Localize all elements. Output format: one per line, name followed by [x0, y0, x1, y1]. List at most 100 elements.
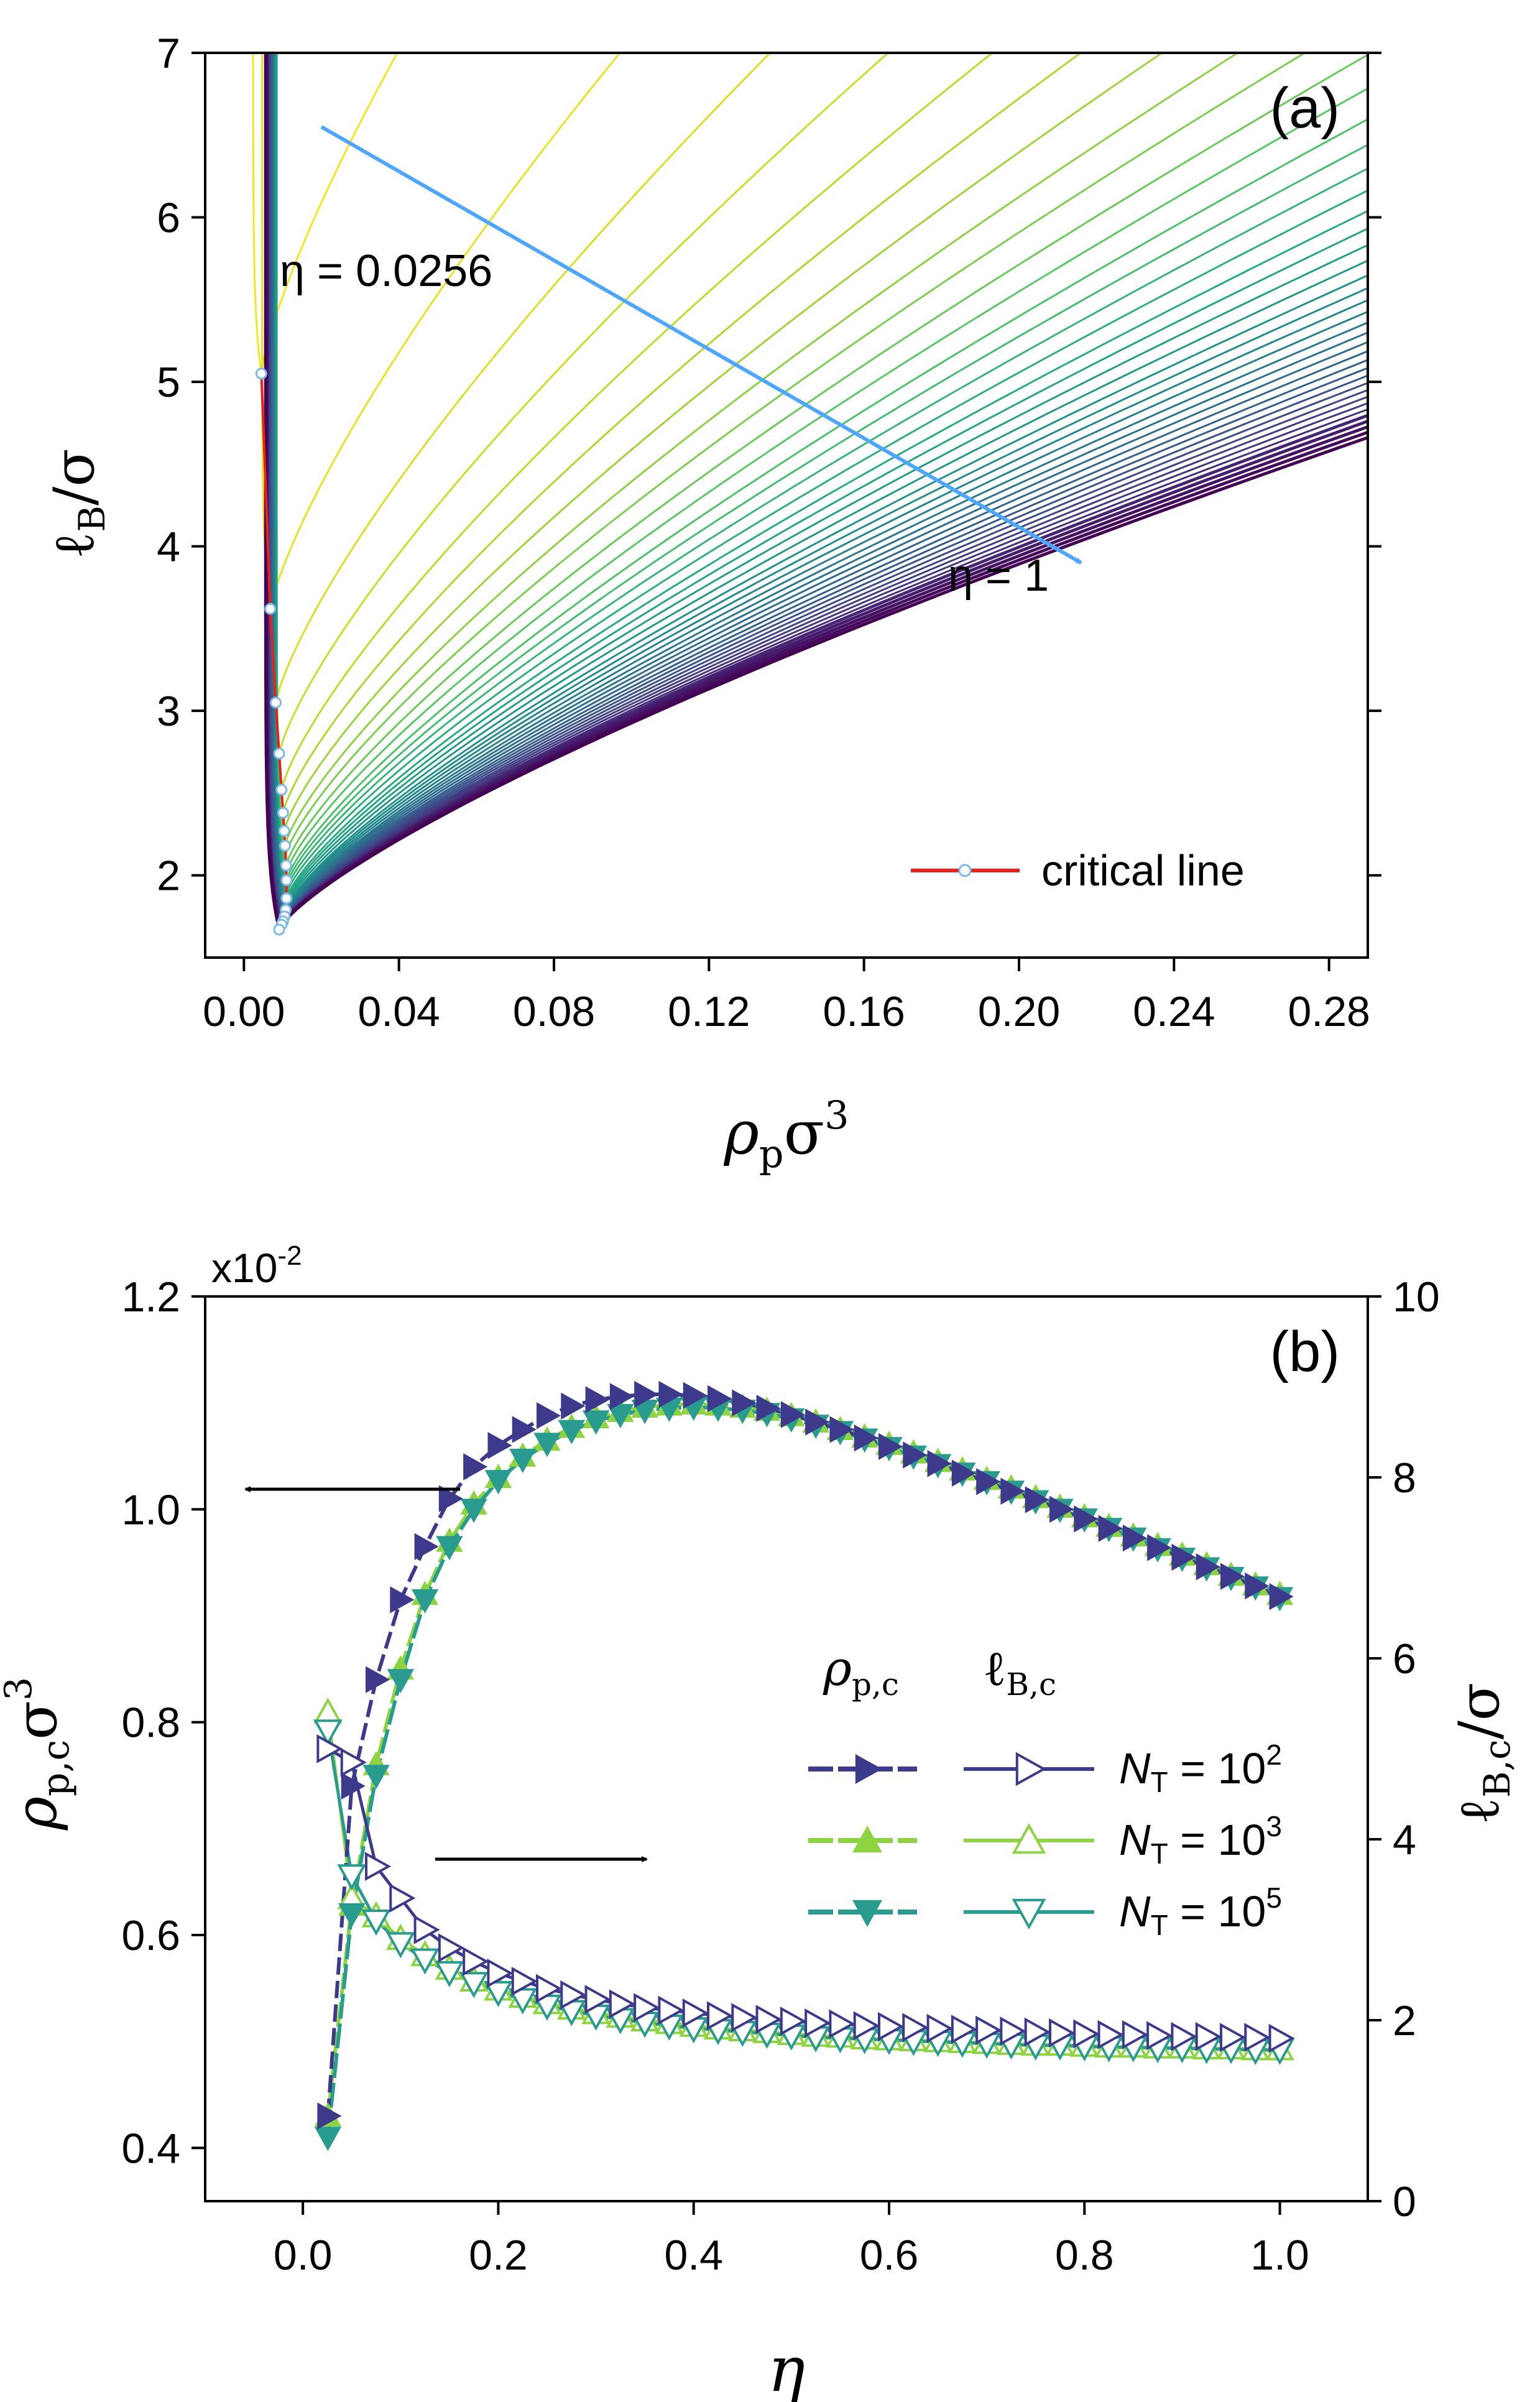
eta-curve	[272, 53, 1368, 919]
eta-curve	[275, 53, 1368, 899]
panel-a: 0.00 0.04 0.08 0.12 0.16 0.20 0.24 0.28 2 3 4 5 6 7 (…	[42, 30, 1381, 1176]
eta-curve	[261, 53, 621, 611]
plot-frame-a	[204, 52, 1369, 959]
plot-frame-b	[204, 1295, 1369, 2202]
y-tick-label-a: 5	[157, 359, 180, 406]
lb-point	[340, 1747, 367, 1777]
rho-point	[854, 1424, 878, 1452]
lb-point	[1049, 2018, 1076, 2048]
lb-point	[1220, 2023, 1247, 2053]
rho-point	[1196, 1553, 1220, 1581]
lb-point	[731, 2003, 758, 2033]
rho-point	[460, 1499, 487, 1523]
rho-point	[756, 1395, 781, 1422]
legend-rho-marker	[852, 1900, 882, 1927]
lb-point	[337, 1864, 367, 1891]
y-tick-label-left-b: 1.0	[121, 1486, 180, 1533]
legend-critical-line-label: critical line	[1041, 846, 1245, 895]
lb-point	[1073, 2019, 1100, 2049]
eta-end-label: η = 1	[948, 551, 1049, 601]
lb-point	[805, 2008, 831, 2038]
rho-point	[463, 1453, 488, 1480]
rho-point	[411, 1589, 439, 1614]
x-tick-label-a: 0.28	[1288, 988, 1370, 1035]
panel-label-b: (b)	[1270, 1320, 1340, 1383]
rho-point	[387, 1669, 414, 1694]
critical-point	[275, 783, 288, 796]
lb-point	[755, 2005, 782, 2034]
rho-point	[903, 1441, 928, 1469]
lb-point	[658, 1995, 685, 2025]
rho-point	[1025, 1486, 1049, 1513]
eta-curve	[264, 53, 1368, 935]
rho-point	[708, 1385, 732, 1413]
rho-point	[436, 1536, 463, 1561]
x-tick-label-a: 0.08	[513, 988, 595, 1035]
lb-point	[316, 1734, 343, 1763]
x-tick-label-b: 0.4	[664, 2232, 723, 2279]
lb-point	[926, 2013, 953, 2043]
y-tick-label-right-b: 6	[1393, 1635, 1416, 1683]
lb-point	[902, 2013, 929, 2043]
panel-label-a: (a)	[1270, 76, 1340, 140]
series-markers-b	[313, 1380, 1295, 2151]
scale-label: x10-2	[211, 1240, 302, 1291]
eta-curve	[273, 53, 1082, 814]
x-axis-title-b: η	[768, 2333, 805, 2402]
eta-curve	[275, 53, 1240, 846]
rho-point	[558, 1420, 585, 1444]
rho-point	[1122, 1524, 1147, 1552]
rho-point	[487, 1431, 512, 1459]
critical-point	[280, 874, 293, 887]
rho-point	[607, 1404, 634, 1429]
y-tick-label-right-b: 8	[1393, 1454, 1416, 1502]
critical-point	[273, 747, 285, 760]
lb-point	[707, 2001, 734, 2031]
lb-point	[484, 1980, 513, 2008]
rho-point	[585, 1386, 610, 1413]
lb-point	[1195, 2021, 1222, 2051]
legend-label-nt-1000: NT = 103	[1119, 1810, 1282, 1870]
y-tick-label-left-b: 1.2	[121, 1273, 180, 1321]
lb-point	[829, 2009, 855, 2039]
rho-point	[1245, 1572, 1270, 1600]
y-tick-label-a: 4	[157, 524, 180, 571]
critical-point	[280, 859, 292, 872]
lb-point	[682, 1998, 709, 2028]
rho-point	[366, 1666, 390, 1693]
rho-point	[509, 1448, 537, 1473]
lb-point	[459, 1972, 489, 1998]
rho-point	[512, 1416, 537, 1443]
lb-point	[780, 2007, 806, 2036]
rho-point	[537, 1402, 561, 1430]
rho-line	[326, 1405, 1281, 2138]
rho-point	[1074, 1505, 1099, 1533]
y-tick-label-right-b: 10	[1393, 1273, 1440, 1321]
lb-point	[584, 1985, 611, 2014]
rho-point	[658, 1380, 683, 1408]
eta-direction-arrow	[320, 125, 1082, 565]
rho-point	[1000, 1477, 1025, 1505]
x-tick-label-a: 0.12	[668, 988, 750, 1035]
lb-point	[313, 1698, 343, 1724]
lb-point	[878, 2012, 905, 2041]
rho-point	[1220, 1563, 1245, 1590]
critical-point	[269, 696, 282, 709]
rho-point	[1049, 1495, 1074, 1523]
rho-point	[780, 1401, 805, 1428]
critical-point	[279, 839, 291, 852]
x-tick-label-a: 0.00	[203, 988, 285, 1035]
legend-rows	[808, 1752, 1094, 1930]
y-tick-label-left-b: 0.8	[121, 1699, 180, 1747]
y-tick-label-right-b: 0	[1393, 2178, 1416, 2225]
legend-rho-marker	[852, 1826, 882, 1853]
x-tick-label-b: 0.8	[1055, 2232, 1114, 2279]
critical-point	[273, 923, 285, 936]
rho-point	[683, 1382, 708, 1409]
rho-point	[533, 1433, 561, 1457]
y-tick-label-a: 2	[157, 852, 180, 900]
rho-point	[414, 1533, 439, 1560]
rho-point	[829, 1416, 854, 1443]
lb-point	[560, 1980, 587, 2010]
critical-points	[255, 367, 293, 936]
